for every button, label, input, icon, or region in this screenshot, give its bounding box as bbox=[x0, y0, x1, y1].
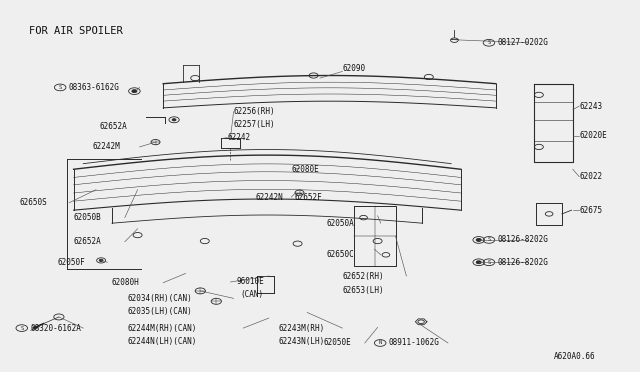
Text: 62243M(RH): 62243M(RH) bbox=[278, 324, 324, 333]
Text: 62050F: 62050F bbox=[58, 258, 85, 267]
Text: 62244N(LH)(CAN): 62244N(LH)(CAN) bbox=[128, 337, 197, 346]
Text: 62652A: 62652A bbox=[99, 122, 127, 131]
Text: 62022: 62022 bbox=[579, 172, 602, 181]
Text: 62650C: 62650C bbox=[326, 250, 354, 259]
Text: S: S bbox=[487, 237, 491, 243]
Circle shape bbox=[172, 119, 176, 121]
Text: 62020E: 62020E bbox=[579, 131, 607, 140]
Text: 62035(LH)(CAN): 62035(LH)(CAN) bbox=[128, 307, 193, 316]
Text: S: S bbox=[487, 260, 491, 265]
Text: N: N bbox=[378, 340, 382, 346]
Text: 62034(RH)(CAN): 62034(RH)(CAN) bbox=[128, 294, 193, 303]
Text: 62050E: 62050E bbox=[323, 339, 351, 347]
Text: S: S bbox=[20, 326, 24, 331]
Text: (CAN): (CAN) bbox=[240, 290, 263, 299]
Text: 62652(RH): 62652(RH) bbox=[342, 272, 384, 280]
Text: 62243: 62243 bbox=[579, 102, 602, 110]
Text: 62243N(LH): 62243N(LH) bbox=[278, 337, 324, 346]
Text: 62090: 62090 bbox=[342, 64, 365, 73]
Text: 62652A: 62652A bbox=[74, 237, 101, 246]
Text: 62652F: 62652F bbox=[294, 193, 322, 202]
Text: 62242N: 62242N bbox=[256, 193, 284, 202]
Circle shape bbox=[132, 90, 137, 93]
Text: 62242: 62242 bbox=[227, 133, 250, 142]
Text: 62256(RH): 62256(RH) bbox=[234, 107, 275, 116]
Text: S: S bbox=[58, 85, 62, 90]
Circle shape bbox=[99, 259, 103, 262]
Text: 62244M(RH)(CAN): 62244M(RH)(CAN) bbox=[128, 324, 197, 333]
Text: 62650S: 62650S bbox=[19, 198, 47, 207]
Text: 62080H: 62080H bbox=[112, 278, 140, 287]
Text: 62675: 62675 bbox=[579, 206, 602, 215]
Text: 08126-8202G: 08126-8202G bbox=[497, 235, 548, 244]
Text: 62050B: 62050B bbox=[74, 213, 101, 222]
Text: S: S bbox=[487, 40, 491, 45]
Text: 96010E: 96010E bbox=[237, 278, 264, 286]
Text: A620A0.66: A620A0.66 bbox=[554, 352, 595, 361]
Text: 08363-6162G: 08363-6162G bbox=[68, 83, 119, 92]
Text: 08911-1062G: 08911-1062G bbox=[388, 339, 439, 347]
Circle shape bbox=[476, 261, 481, 264]
Text: FOR AIR SPOILER: FOR AIR SPOILER bbox=[29, 26, 122, 36]
Text: 08127-0202G: 08127-0202G bbox=[497, 38, 548, 47]
Text: 08320-6162A: 08320-6162A bbox=[30, 324, 81, 333]
Text: 62257(LH): 62257(LH) bbox=[234, 120, 275, 129]
Text: 62653(LH): 62653(LH) bbox=[342, 286, 384, 295]
Text: 62050A: 62050A bbox=[326, 219, 354, 228]
Circle shape bbox=[476, 238, 481, 241]
Text: 62242M: 62242M bbox=[93, 142, 120, 151]
Text: 62080E: 62080E bbox=[291, 165, 319, 174]
Text: 08126-8202G: 08126-8202G bbox=[497, 258, 548, 267]
